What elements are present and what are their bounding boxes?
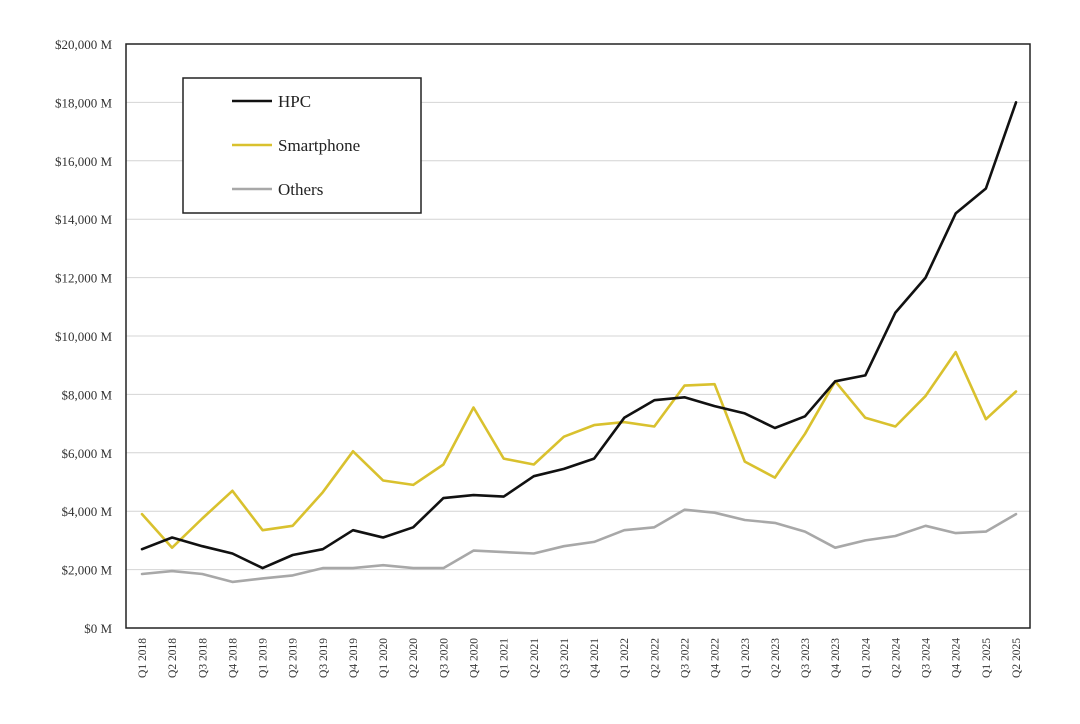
x-tick-label-group: Q1 2022 [619,638,631,678]
x-tick-label-group: Q3 2019 [318,638,330,678]
x-tick-label: Q1 2025 [981,638,993,678]
x-tick-label: Q3 2023 [800,638,812,678]
x-tick-label: Q4 2019 [348,638,360,678]
x-tick-label: Q4 2024 [951,638,963,678]
x-tick-label: Q2 2022 [649,638,661,678]
x-tick-label: Q2 2025 [1011,638,1023,678]
x-tick-label-group: Q1 2018 [137,638,149,678]
x-tick-label: Q1 2020 [378,638,390,678]
x-tick-label-group: Q3 2024 [921,638,933,678]
y-tick-label: $12,000 M [55,271,113,286]
x-tick-label-group: Q3 2018 [197,638,209,678]
x-tick-label-group: Q1 2024 [860,638,872,678]
x-tick-label-group: Q1 2023 [740,638,752,678]
x-tick-label: Q4 2018 [227,638,239,678]
x-tick-label-group: Q4 2021 [589,638,601,678]
y-tick-label: $4,000 M [61,504,112,519]
series-line-smartphone [140,350,1018,550]
series-line-hpc [140,101,1018,570]
x-tick-label-group: Q1 2020 [378,638,390,678]
x-tick-label-group: Q1 2025 [981,638,993,678]
y-tick-label: $10,000 M [55,329,113,344]
x-tick-label: Q2 2020 [408,638,420,678]
x-tick-label-group: Q4 2022 [710,638,722,678]
x-tick-label-group: Q3 2023 [800,638,812,678]
x-tick-label: Q3 2021 [559,638,571,678]
x-tick-label-group: Q2 2021 [529,638,541,678]
x-tick-label: Q4 2021 [589,638,601,678]
y-tick-label: $6,000 M [61,446,112,461]
x-tick-label-group: Q1 2019 [258,638,270,678]
series-line-others [140,508,1018,584]
x-tick-label-group: Q1 2021 [499,638,511,678]
x-tick-label: Q1 2021 [499,638,511,678]
x-tick-label-group: Q2 2020 [408,638,420,678]
series-lines [140,101,1018,584]
x-tick-label: Q4 2022 [710,638,722,678]
x-axis-tick-labels: Q1 2018 Q2 2018 Q3 2018 Q4 2018 Q1 2019 Q2 20… [137,638,1023,678]
legend-label-others: Others [278,180,323,199]
x-tick-label: Q3 2022 [679,638,691,678]
x-tick-label: Q1 2018 [137,638,149,678]
x-tick-label-group: Q2 2025 [1011,638,1023,678]
x-tick-label: Q1 2023 [740,638,752,678]
x-tick-label-group: Q4 2019 [348,638,360,678]
y-tick-label: $18,000 M [55,95,113,110]
x-tick-label: Q3 2024 [921,638,933,678]
x-tick-label-group: Q2 2023 [770,638,782,678]
y-tick-label: $14,000 M [55,212,113,227]
x-tick-label-group: Q4 2020 [469,638,481,678]
x-tick-label: Q1 2024 [860,638,872,678]
gridlines [126,101,1030,571]
legend-label-hpc: HPC [278,92,311,111]
x-tick-label: Q2 2018 [167,638,179,678]
x-tick-label: Q2 2024 [890,638,902,678]
y-tick-label: $16,000 M [55,154,113,169]
x-tick-label: Q3 2018 [197,638,209,678]
legend-box [182,77,422,214]
x-tick-label-group: Q4 2018 [227,638,239,678]
x-tick-label: Q4 2023 [830,638,842,678]
x-tick-label-group: Q2 2024 [890,638,902,678]
legend-label-smartphone: Smartphone [278,136,360,155]
x-tick-label-group: Q2 2019 [288,638,300,678]
x-tick-label-group: Q3 2021 [559,638,571,678]
x-tick-label: Q4 2020 [469,638,481,678]
x-tick-label: Q2 2023 [770,638,782,678]
x-tick-label: Q1 2022 [619,638,631,678]
y-tick-label: $2,000 M [61,563,112,578]
x-tick-label: Q3 2020 [438,638,450,678]
y-tick-label: $20,000 M [55,37,113,52]
y-axis-tick-labels: $0 M $2,000 M $4,000 M $6,000 M $8,000 M $10,… [55,37,113,636]
x-tick-label-group: Q2 2018 [167,638,179,678]
legend: HPC Smartphone Others [182,77,422,214]
y-tick-label: $8,000 M [61,387,112,402]
x-tick-label: Q2 2019 [288,638,300,678]
x-tick-label: Q1 2019 [258,638,270,678]
plot-area-frame [125,43,1031,629]
x-tick-label-group: Q3 2020 [438,638,450,678]
x-tick-label-group: Q3 2022 [679,638,691,678]
y-tick-label: $0 M [84,621,112,636]
x-tick-label: Q3 2019 [318,638,330,678]
x-tick-label-group: Q2 2022 [649,638,661,678]
x-tick-label-group: Q4 2023 [830,638,842,678]
x-tick-label-group: Q4 2024 [951,638,963,678]
x-tick-label: Q2 2021 [529,638,541,678]
